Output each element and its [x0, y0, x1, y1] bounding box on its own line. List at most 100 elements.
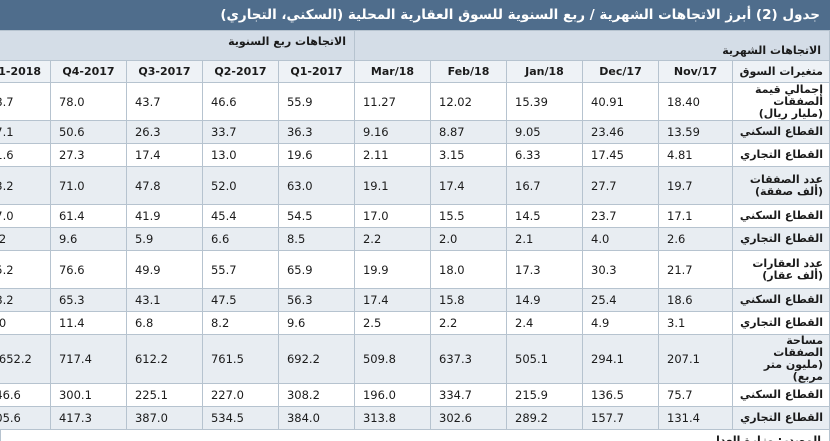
column-header: 2017-Q4	[49, 60, 127, 83]
table-cell: 746.6	[0, 383, 51, 407]
row-label: عدد الصفقات (ألف صفقة)	[732, 166, 830, 205]
table-cell: 2.11	[353, 143, 432, 167]
table-cell: 55.7	[201, 250, 279, 289]
table-row: عدد الصفقات (ألف صفقة) 19.7 27.7 16.7 17.4 19…	[0, 166, 830, 205]
table-cell: 6.2	[0, 227, 51, 251]
table-cell: 18.40	[658, 82, 733, 121]
table-cell: 384.0	[277, 406, 355, 430]
column-header: 2017-Q1	[277, 60, 355, 83]
table-row: إجمالي قيمة الصفقات (مليار ريال) 18.40 40.…	[0, 82, 830, 121]
table-cell: 196.0	[353, 383, 432, 407]
table-cell: 227.0	[201, 383, 279, 407]
table-cell: 3.1	[658, 311, 733, 335]
table-cell: 71.0	[49, 166, 127, 205]
table-cell: 18.6	[658, 288, 733, 312]
table-cell: 13.0	[201, 143, 279, 167]
table-cell: 215.9	[506, 383, 583, 407]
table-cell: 11.4	[49, 311, 127, 335]
table-cell: 15.8	[430, 288, 507, 312]
table-cell: 17.4	[353, 288, 432, 312]
table-cell: 65.3	[49, 288, 127, 312]
table-cell: 5.9	[125, 227, 203, 251]
table-cell: 6.8	[125, 311, 203, 335]
table-cell: 8.2	[201, 311, 279, 335]
source-note: المصدر: وزارة العدل	[0, 430, 830, 441]
table-row: مساحة الصفقات (مليون متر مربع) 207.1 294.1…	[0, 334, 830, 384]
table-row: القطاع التجاري 4.81 17.45 6.33 3.15 2.11 19.6 1…	[0, 143, 830, 167]
table-cell: 417.3	[49, 406, 127, 430]
table-row: القطاع التجاري 3.1 4.9 2.4 2.2 2.5 9.6 8.2 6.8 11…	[0, 311, 830, 335]
table-cell: 6.33	[506, 143, 583, 167]
table-cell: 15.5	[430, 204, 507, 228]
table-cell: 47.8	[125, 166, 203, 205]
table-cell: 19.6	[277, 143, 355, 167]
table-cell: 2.2	[353, 227, 432, 251]
table-cell: 12.02	[430, 82, 507, 121]
table-cell: 26.3	[125, 120, 203, 144]
table-cell: 18.0	[430, 250, 507, 289]
table-cell: 19.9	[353, 250, 432, 289]
table-cell: 17.4	[125, 143, 203, 167]
column-header: 2018-Q1	[0, 60, 51, 83]
table-cell: 21.7	[658, 250, 733, 289]
table-cell: 2.4	[506, 311, 583, 335]
table-cell: 4.9	[582, 311, 659, 335]
table-row: القطاع السكني 17.1 23.7 14.5 15.5 17.0 54.5 45.…	[0, 204, 830, 228]
table-cell: 16.7	[506, 166, 583, 205]
table-cell: 65.9	[277, 250, 355, 289]
table-cell: 2.0	[430, 227, 507, 251]
column-header: Dec/17	[582, 60, 659, 83]
table-cell: 313.8	[353, 406, 432, 430]
table-cell: 54.5	[277, 204, 355, 228]
table-cell: 9.6	[277, 311, 355, 335]
table-cell: 1,652.2	[0, 334, 51, 384]
table-cell: 2.6	[658, 227, 733, 251]
table-cell: 11.6	[0, 143, 51, 167]
table-row: القطاع التجاري 131.4 157.7 289.2 302.6 313.8 3…	[0, 406, 830, 430]
table-cell: 136.5	[582, 383, 659, 407]
row-label: القطاع السكني	[732, 120, 830, 144]
table-cell: 55.9	[277, 82, 355, 121]
table-cell: 9.16	[353, 120, 432, 144]
table-cell: 4.0	[582, 227, 659, 251]
table-cell: 7.0	[0, 311, 51, 335]
row-label: القطاع السكني	[732, 383, 830, 407]
table-cell: 2.2	[430, 311, 507, 335]
table-cell: 23.7	[582, 204, 659, 228]
table-cell: 612.2	[125, 334, 203, 384]
table-cell: 36.3	[277, 120, 355, 144]
table-row: القطاع التجاري 2.6 4.0 2.1 2.0 2.2 8.5 6.6 5.9 9.…	[0, 227, 830, 251]
row-label: القطاع السكني	[732, 288, 830, 312]
table-cell: 23.46	[582, 120, 659, 144]
table-cell: 76.6	[49, 250, 127, 289]
table-cell: 25.4	[582, 288, 659, 312]
table-cell: 207.1	[658, 334, 733, 384]
table-cell: 63.0	[277, 166, 355, 205]
group-header-quarterly: الاتجاهات ربع السنوية	[0, 30, 355, 61]
table-cell: 692.2	[277, 334, 355, 384]
table-cell: 4.81	[658, 143, 733, 167]
table-cell: 53.2	[0, 166, 51, 205]
table-cell: 46.6	[201, 82, 279, 121]
group-header-monthly: الاتجاهات الشهرية	[353, 30, 830, 61]
column-header-label: متغيرات السوق	[732, 60, 830, 83]
row-label: القطاع التجاري	[732, 227, 830, 251]
table-cell: 17.45	[582, 143, 659, 167]
table-cell: 49.9	[125, 250, 203, 289]
table-cell: 56.3	[277, 288, 355, 312]
table-cell: 50.6	[49, 120, 127, 144]
column-header: Mar/18	[353, 60, 432, 83]
table-row: القطاع السكني 13.59 23.46 9.05 8.87 9.16 36.3 3…	[0, 120, 830, 144]
table-cell: 19.1	[353, 166, 432, 205]
row-label: عدد العقارات (ألف عقار)	[732, 250, 830, 289]
row-label: القطاع السكني	[732, 204, 830, 228]
table-title: جدول (2) أبرز الاتجاهات الشهرية / ربع ال…	[0, 0, 830, 30]
table-cell: 6.6	[201, 227, 279, 251]
table-cell: 505.1	[506, 334, 583, 384]
row-label: القطاع التجاري	[732, 406, 830, 430]
row-label: إجمالي قيمة الصفقات (مليار ريال)	[732, 82, 830, 121]
row-label: القطاع التجاري	[732, 143, 830, 167]
table-cell: 14.5	[506, 204, 583, 228]
table-cell: 27.3	[49, 143, 127, 167]
table-cell: 300.1	[49, 383, 127, 407]
